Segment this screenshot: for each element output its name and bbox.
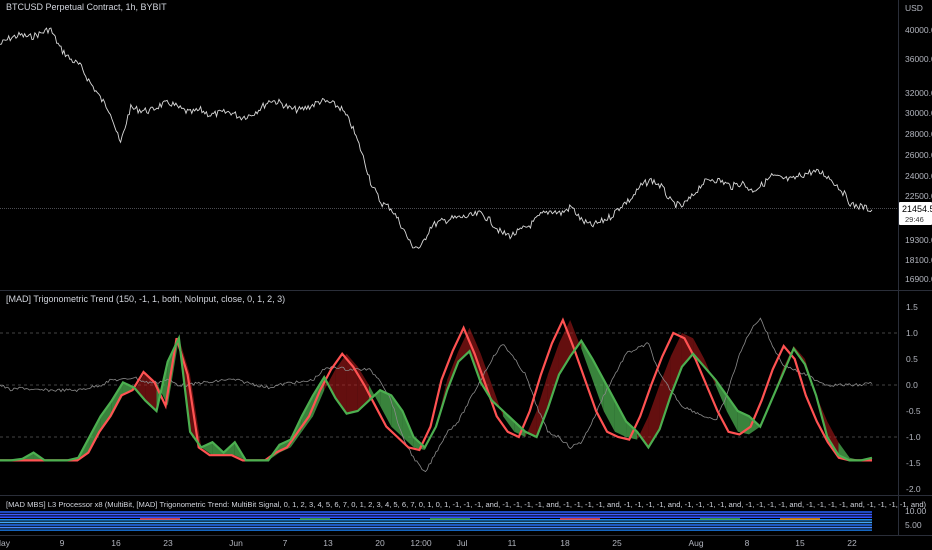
trend-fill-segment [525,411,537,437]
price-pane[interactable]: BTCUSD Perpetual Contract, 1h, BYBIT USD… [0,2,932,284]
trend-fill-segment [749,416,761,435]
time-tick-label: 20 [375,538,385,548]
processor-tick: 10.00 [905,506,927,516]
fast-trend-line [0,334,873,462]
trend-fill-segment [190,374,202,448]
trend-fill-segment [491,385,504,417]
price-series-line [0,27,873,249]
time-tick-label: May [0,538,11,548]
processor-title: [MAD MBS] L3 Processor x8 (MultiBit, [MA… [6,500,927,509]
indicator-axis[interactable]: 1.5 1.0 0.5 0.0 -0.5 -1.0 -1.5 -2.0 [906,302,921,494]
price-tick-label: 16900.0 [905,274,932,284]
trend-fill-segment [167,338,179,406]
trend-fill-segment [380,390,392,427]
trend-fill-segment [100,400,112,432]
time-tick-label: 7 [283,538,288,548]
last-price-tag: 21454.5 29:46 [899,202,932,225]
time-axis[interactable]: May 9 16 23 Jun 7 13 20 12:00 Jul 11 18 25 Aug 8 15 22 [0,538,857,548]
chart-title: BTCUSD Perpetual Contract, 1h, BYBIT [6,2,167,12]
processor-tick: 5.00 [905,520,922,530]
trend-fill-segment [726,395,738,432]
indicator-title: [MAD] Trigonometric Trend (150, -1, 1, b… [6,294,285,304]
trend-fill-segment [827,421,839,456]
trend-fill-segment [503,411,515,432]
trend-fill-segment [581,340,593,380]
last-price-value: 21454.5 [902,204,932,214]
indicator-pane[interactable]: [MAD] Trigonometric Trend (150, -1, 1, b… [0,294,921,494]
trend-fill-segment [659,356,671,430]
time-tick-label: Jun [229,538,243,548]
trend-fill-segment [681,333,694,367]
price-tick-label: 19300.0 [905,235,932,245]
time-tick-label: 13 [323,538,333,548]
slow-trend-line [0,317,872,462]
trend-fill-segment [480,353,492,401]
time-tick-label: 8 [745,538,750,548]
processor-pane[interactable]: [MAD MBS] L3 Processor x8 (MultiBit, [MA… [0,500,927,532]
trend-fill-segment [637,416,649,448]
trend-fill-segment [547,343,559,409]
trend-fill-segment [626,421,638,440]
price-tick-label: 18100.0 [905,255,932,265]
indicator-tick-label: 1.5 [906,302,918,312]
time-tick-label: Jul [457,538,468,548]
indicator-tick-label: -0.5 [906,406,921,416]
trend-fill-segment [592,359,604,411]
countdown-value: 29:46 [905,215,924,224]
indicator-tick-label: -1.5 [906,458,921,468]
trend-fill-segment [614,400,627,437]
time-tick-label: 22 [847,538,857,548]
price-tick-label: 26000.0 [905,150,932,160]
trend-fill-segment [693,338,705,367]
indicator-tick-label: -1.0 [906,432,921,442]
price-tick-label: 22500.0 [905,191,932,201]
time-tick-label: 25 [612,538,622,548]
trend-fill-segment [704,359,716,385]
currency-label: USD [905,3,923,13]
time-tick-label: 18 [560,538,570,548]
time-tick-label: 16 [111,538,121,548]
trend-fill-segment [536,374,548,437]
price-tick-label: 32000.0 [905,88,932,98]
time-tick-label: 23 [163,538,173,548]
trend-fill-segment [201,442,213,456]
indicator-tick-label: 0.5 [906,354,918,364]
price-tick-label: 40000.0 [905,25,932,35]
trend-fill-segment [670,333,682,396]
trend-fill-segment [436,379,448,427]
price-tick-label: 24000.0 [905,171,932,181]
price-tick-label: 30000.0 [905,108,932,118]
time-tick-label: 9 [60,538,65,548]
time-tick-label: Aug [688,538,703,548]
time-tick-label: 15 [795,538,805,548]
price-tick-label: 36000.0 [905,54,932,64]
indicator-tick-label: 1.0 [906,328,918,338]
trend-fill-segment [603,379,615,432]
trend-fill-segment [391,395,403,437]
time-tick-label: 12:00 [410,538,432,548]
indicator-tick-label: -2.0 [906,484,921,494]
indicator-tick-label: 0.0 [906,380,918,390]
price-tick-label: 28000.0 [905,129,932,139]
time-tick-label: 11 [508,538,517,548]
trend-fill-segment [134,372,146,401]
processor-bit-lines [0,511,872,532]
